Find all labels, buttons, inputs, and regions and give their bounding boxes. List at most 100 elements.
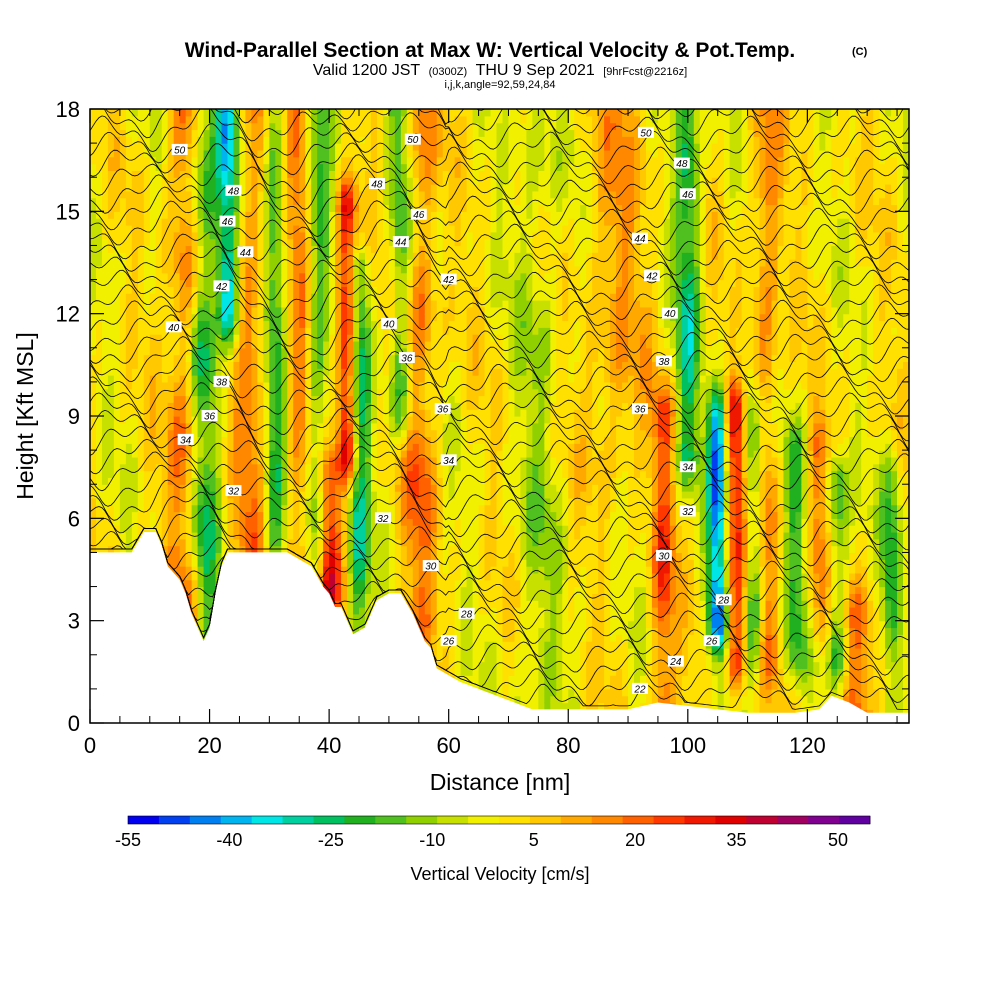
heatmap-cell [173, 252, 181, 260]
heatmap-cell [382, 463, 390, 472]
heatmap-cell [167, 545, 175, 554]
heatmap-cell [257, 293, 264, 301]
heatmap-cell [335, 149, 342, 158]
heatmap-cell [305, 300, 312, 308]
heatmap-cell [179, 381, 187, 390]
heatmap-cell [382, 443, 390, 451]
heatmap-cell [359, 327, 366, 335]
heatmap-cell [113, 177, 121, 185]
heatmap-cell [263, 422, 270, 431]
heatmap-cell [257, 136, 264, 144]
heatmap-cell [155, 484, 163, 492]
heatmap-cell [329, 388, 336, 397]
heatmap-cell [119, 300, 127, 308]
heatmap-cell [394, 115, 402, 124]
heatmap-cell [418, 497, 426, 506]
heatmap-cell [347, 320, 354, 328]
heatmap-cell [191, 279, 199, 287]
heatmap-cell [311, 518, 318, 526]
heatmap-cell [101, 340, 109, 349]
heatmap-cell [155, 177, 163, 185]
heatmap-cell [161, 265, 169, 274]
heatmap-cell [179, 422, 187, 431]
heatmap-cell [293, 531, 300, 540]
heatmap-cell [215, 545, 223, 554]
heatmap-cell [233, 525, 241, 533]
heatmap-cell [311, 470, 318, 478]
heatmap-cell [341, 593, 348, 601]
heatmap-cell [305, 327, 312, 335]
heatmap-cell [311, 511, 318, 519]
heatmap-cell [239, 279, 247, 287]
heatmap-cell [406, 190, 414, 199]
heatmap-cell [173, 129, 181, 137]
heatmap-cell [388, 347, 396, 356]
heatmap-cell [293, 170, 300, 178]
heatmap-cell [382, 143, 390, 151]
heatmap-cell [233, 197, 241, 206]
heatmap-cell [203, 238, 211, 247]
heatmap-cell [107, 184, 115, 192]
heatmap-cell [245, 368, 253, 376]
heatmap-cell [227, 347, 235, 356]
heatmap-cell [227, 231, 235, 240]
heatmap-cell [197, 572, 205, 581]
heatmap-cell [119, 306, 127, 315]
heatmap-cell [167, 163, 175, 171]
heatmap-cell [221, 538, 229, 547]
heatmap-cell [179, 238, 187, 247]
heatmap-cell [215, 320, 223, 328]
heatmap-cell [185, 375, 193, 383]
heatmap-cell [125, 463, 133, 472]
heatmap-cell [161, 334, 169, 342]
heatmap-cell [119, 491, 127, 499]
heatmap-cell [239, 436, 247, 444]
heatmap-cell [143, 136, 151, 144]
heatmap-cell [221, 313, 229, 322]
heatmap-cell [149, 361, 157, 369]
heatmap-cell [359, 436, 366, 444]
heatmap-cell [388, 484, 396, 492]
heatmap-cell [317, 259, 324, 267]
heatmap-cell [155, 245, 163, 253]
heatmap-cell [215, 531, 223, 540]
heatmap-cell [221, 252, 229, 260]
heatmap-cell [329, 361, 336, 369]
heatmap-cell [388, 259, 396, 267]
heatmap-cell [179, 388, 187, 397]
heatmap-cell [173, 136, 181, 144]
heatmap-cell [107, 252, 115, 260]
heatmap-cell [90, 456, 97, 465]
heatmap-cell [90, 409, 97, 417]
heatmap-cell [347, 122, 354, 131]
heatmap-cell [119, 184, 127, 192]
heatmap-cell [359, 607, 366, 615]
heatmap-cell [388, 518, 396, 526]
heatmap-cell [269, 190, 276, 199]
heatmap-cell [173, 163, 181, 171]
heatmap-cell [400, 231, 408, 240]
heatmap-cell [317, 361, 324, 369]
heatmap-cell [185, 252, 193, 260]
heatmap-cell [227, 416, 235, 424]
heatmap-cell [251, 122, 258, 131]
heatmap-cell [364, 545, 372, 554]
heatmap-cell [359, 525, 366, 533]
heatmap-cell [131, 463, 139, 472]
heatmap-cell [359, 566, 366, 574]
heatmap-cell [209, 511, 217, 519]
heatmap-cell [173, 566, 181, 574]
heatmap-cell [113, 402, 121, 410]
heatmap-cell [137, 484, 145, 492]
heatmap-cell [412, 559, 420, 567]
heatmap-cell [137, 306, 145, 315]
heatmap-cell [197, 429, 205, 438]
heatmap-cell [113, 129, 121, 137]
heatmap-cell [359, 402, 366, 410]
heatmap-cell [287, 259, 294, 267]
heatmap-cell [317, 375, 324, 383]
heatmap-cell [281, 463, 288, 472]
heatmap-cell [90, 293, 97, 301]
heatmap-cell [125, 504, 133, 513]
heatmap-cell [251, 177, 258, 185]
